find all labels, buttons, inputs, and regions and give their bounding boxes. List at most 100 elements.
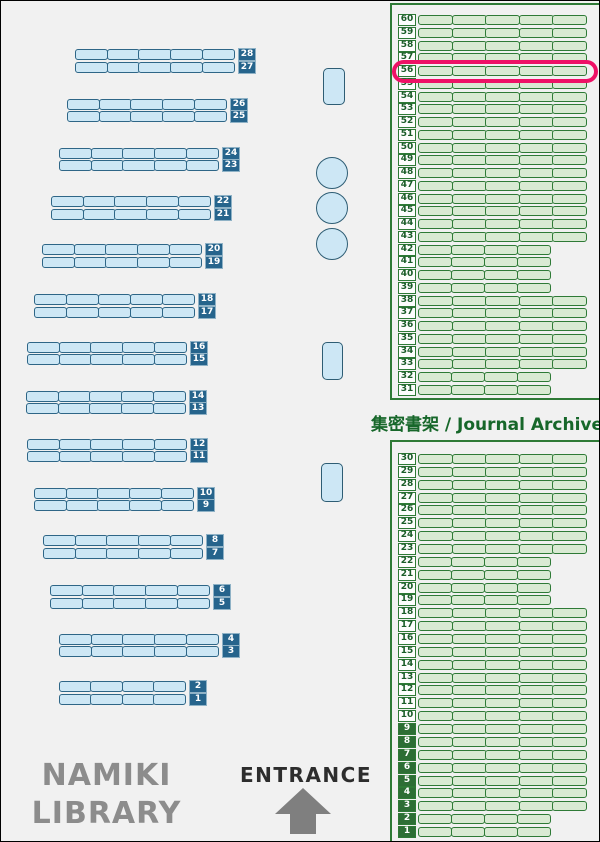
shelf-number-badge[interactable]: 18 — [198, 293, 216, 306]
journal-shelf-number[interactable]: 17 — [398, 620, 416, 632]
journal-shelf-number[interactable]: 40 — [398, 269, 416, 281]
book-shelf-row[interactable] — [67, 99, 228, 110]
journal-shelf-row[interactable] — [418, 334, 587, 344]
journal-shelf-row[interactable] — [418, 724, 587, 734]
journal-shelf-row[interactable] — [418, 763, 587, 773]
book-shelf-row[interactable] — [34, 307, 196, 318]
book-shelf-row[interactable] — [51, 196, 212, 207]
book-shelf-row[interactable] — [42, 244, 203, 255]
book-shelf-row[interactable] — [75, 49, 236, 60]
book-shelf-row[interactable] — [59, 634, 220, 645]
journal-shelf-row[interactable] — [418, 347, 587, 357]
journal-shelf-row[interactable] — [418, 801, 587, 811]
journal-shelf-row[interactable] — [418, 557, 551, 567]
book-shelf-row[interactable] — [51, 209, 212, 220]
shelf-number-badge[interactable]: 13 — [189, 402, 207, 415]
journal-shelf-number[interactable]: 5 — [398, 775, 416, 787]
journal-shelf-row[interactable] — [418, 711, 587, 721]
journal-shelf-number[interactable]: 60 — [398, 14, 416, 26]
journal-shelf-number[interactable]: 20 — [398, 582, 416, 594]
journal-shelf-number[interactable]: 26 — [398, 504, 416, 516]
book-shelf-row[interactable] — [27, 342, 188, 353]
journal-shelf-row[interactable] — [418, 750, 587, 760]
journal-shelf-number[interactable]: 1 — [398, 826, 416, 838]
journal-shelf-row[interactable] — [418, 531, 587, 541]
journal-shelf-row[interactable] — [418, 321, 587, 331]
journal-shelf-row[interactable] — [418, 827, 551, 837]
shelf-number-badge[interactable]: 23 — [222, 159, 240, 172]
book-shelf-row[interactable] — [34, 500, 195, 511]
journal-shelf-row[interactable] — [418, 296, 587, 306]
book-shelf-row[interactable] — [27, 439, 188, 450]
book-shelf-row[interactable] — [59, 160, 220, 171]
journal-shelf-number[interactable]: 49 — [398, 154, 416, 166]
journal-shelf-number[interactable]: 11 — [398, 697, 416, 709]
journal-shelf-row[interactable] — [418, 480, 587, 490]
shelf-number-badge[interactable]: 6 — [213, 584, 231, 597]
book-shelf-row[interactable] — [67, 111, 228, 122]
journal-shelf-row[interactable] — [418, 283, 551, 293]
shelf-number-badge[interactable]: 11 — [190, 450, 208, 463]
journal-shelf-number[interactable]: 52 — [398, 116, 416, 128]
shelf-number-badge[interactable]: 27 — [238, 61, 256, 74]
journal-shelf-number[interactable]: 36 — [398, 320, 416, 332]
journal-shelf-number[interactable]: 28 — [398, 479, 416, 491]
journal-shelf-row[interactable] — [418, 698, 587, 708]
journal-shelf-row[interactable] — [418, 130, 587, 140]
journal-shelf-number[interactable]: 32 — [398, 371, 416, 383]
journal-shelf-row[interactable] — [418, 685, 587, 695]
book-shelf-row[interactable] — [59, 148, 220, 159]
book-shelf-row[interactable] — [27, 354, 188, 365]
journal-shelf-row[interactable] — [418, 257, 551, 267]
journal-shelf-row[interactable] — [418, 634, 587, 644]
journal-shelf-row[interactable] — [418, 308, 587, 318]
journal-shelf-row[interactable] — [418, 219, 587, 229]
journal-shelf-row[interactable] — [418, 595, 551, 605]
journal-shelf-row[interactable] — [418, 104, 587, 114]
journal-shelf-row[interactable] — [418, 245, 551, 255]
journal-shelf-number[interactable]: 39 — [398, 282, 416, 294]
journal-shelf-row[interactable] — [418, 270, 551, 280]
journal-shelf-row[interactable] — [418, 232, 587, 242]
journal-shelf-number[interactable]: 37 — [398, 307, 416, 319]
shelf-number-badge[interactable]: 2 — [189, 680, 207, 693]
journal-shelf-row[interactable] — [418, 788, 587, 798]
journal-shelf-number[interactable]: 51 — [398, 129, 416, 141]
shelf-number-badge[interactable]: 22 — [214, 195, 232, 208]
shelf-number-badge[interactable]: 7 — [206, 547, 224, 560]
journal-shelf-number[interactable]: 10 — [398, 710, 416, 722]
journal-shelf-number[interactable]: 43 — [398, 231, 416, 243]
journal-shelf-row[interactable] — [418, 28, 587, 38]
journal-shelf-number[interactable]: 45 — [398, 205, 416, 217]
shelf-number-badge[interactable]: 3 — [222, 645, 240, 658]
book-shelf-row[interactable] — [59, 646, 220, 657]
journal-shelf-row[interactable] — [418, 608, 587, 618]
journal-shelf-row[interactable] — [418, 66, 587, 76]
shelf-number-badge[interactable]: 17 — [198, 306, 216, 319]
journal-shelf-number[interactable]: 50 — [398, 142, 416, 154]
journal-shelf-number[interactable]: 27 — [398, 492, 416, 504]
journal-shelf-row[interactable] — [418, 79, 587, 89]
journal-shelf-number[interactable]: 35 — [398, 333, 416, 345]
book-shelf-row[interactable] — [42, 257, 203, 268]
journal-shelf-row[interactable] — [418, 181, 587, 191]
journal-shelf-row[interactable] — [418, 155, 587, 165]
journal-shelf-row[interactable] — [418, 776, 587, 786]
book-shelf-row[interactable] — [43, 548, 204, 559]
journal-shelf-number[interactable]: 33 — [398, 358, 416, 370]
journal-shelf-row[interactable] — [418, 359, 587, 369]
journal-shelf-row[interactable] — [418, 15, 587, 25]
journal-shelf-row[interactable] — [418, 53, 587, 63]
journal-shelf-number[interactable]: 23 — [398, 543, 416, 555]
journal-shelf-number[interactable]: 13 — [398, 672, 416, 684]
journal-shelf-number[interactable]: 24 — [398, 530, 416, 542]
journal-shelf-row[interactable] — [418, 467, 587, 477]
journal-shelf-number[interactable]: 53 — [398, 103, 416, 115]
journal-shelf-number[interactable]: 41 — [398, 256, 416, 268]
journal-shelf-number[interactable]: 42 — [398, 244, 416, 256]
shelf-number-badge[interactable]: 19 — [205, 256, 223, 269]
journal-shelf-row[interactable] — [418, 673, 587, 683]
journal-shelf-row[interactable] — [418, 737, 587, 747]
journal-shelf-number[interactable]: 30 — [398, 453, 416, 465]
journal-shelf-row[interactable] — [418, 206, 587, 216]
